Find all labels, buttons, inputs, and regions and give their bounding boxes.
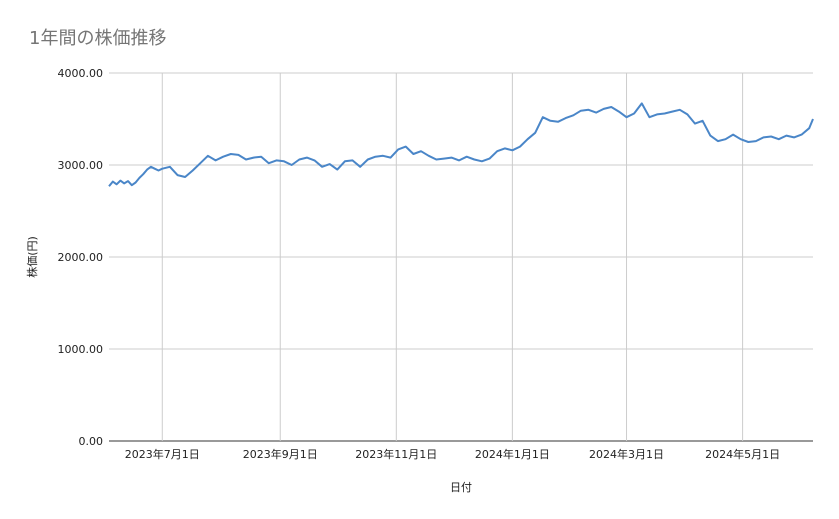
series-line [108,102,814,187]
chart-title: 1年間の株価推移 [29,28,167,49]
x-tick-label: 2023年11月1日 [355,447,437,461]
y-tick-label: 3000.00 [58,159,104,172]
y-tick-label: 2000.00 [58,251,104,264]
y-axis-label: 株価(円) [25,236,39,278]
x-tick-label: 2024年3月1日 [589,447,664,461]
y-tick-label: 0.00 [79,435,104,448]
x-axis-label: 日付 [450,481,472,494]
y-tick-labels: 0.00 1000.00 2000.00 3000.00 4000.00 [58,67,104,448]
x-tick-label: 2023年9月1日 [243,447,318,461]
gridlines [109,72,813,442]
y-tick-label: 4000.00 [58,67,104,80]
x-tick-label: 2024年5月1日 [705,447,780,461]
y-tick-label: 1000.00 [58,343,104,356]
x-tick-label: 2023年7月1日 [125,447,200,461]
x-tick-label: 2024年1月1日 [475,447,550,461]
x-tick-labels: 2023年7月1日 2023年9月1日 2023年11月1日 2024年1月1日 202… [125,447,780,461]
